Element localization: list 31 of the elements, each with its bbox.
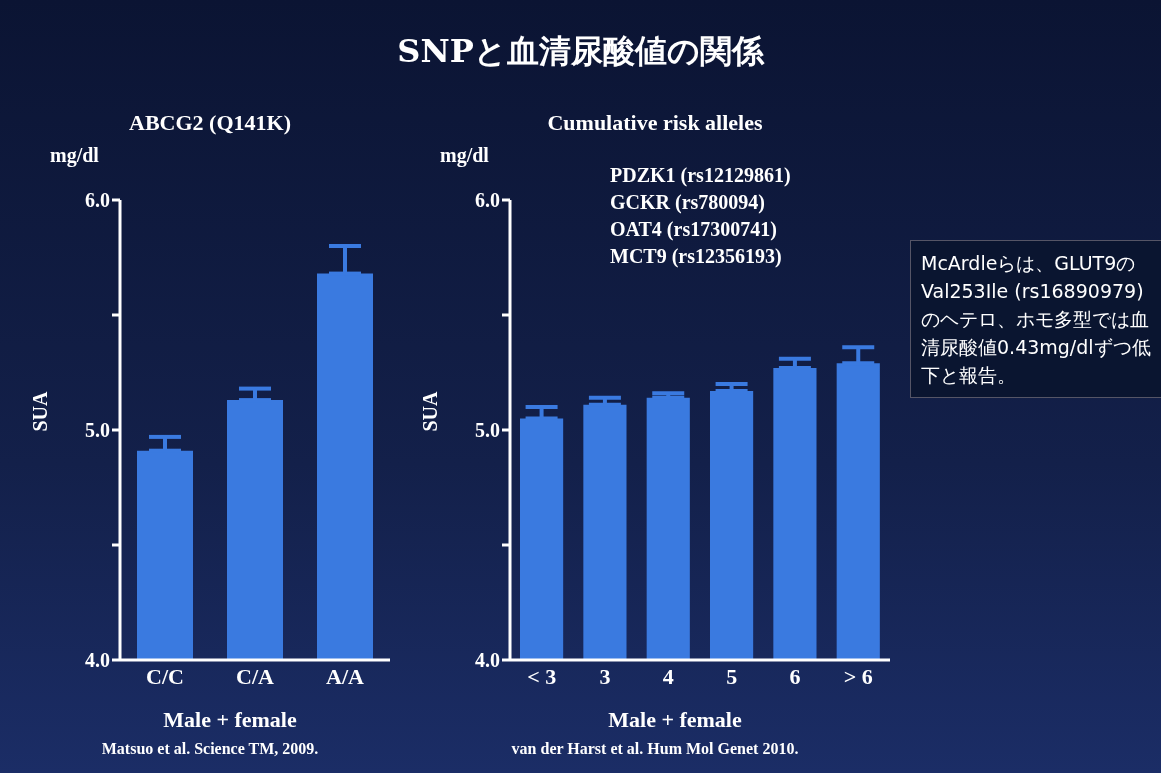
x-tick-label: 3 bbox=[599, 663, 611, 689]
x-tick-label: 6 bbox=[789, 663, 801, 689]
chart-title: ABCG2 (Q141K) bbox=[128, 110, 292, 136]
y-axis-title: SUA bbox=[418, 391, 442, 432]
x-tick-label: A/A bbox=[326, 663, 365, 689]
x-tick-label: C/A bbox=[236, 663, 275, 689]
text: mg/dl bbox=[50, 144, 99, 167]
y-tick-label: 4.0 bbox=[85, 649, 110, 672]
text: PDZK1 (rs12129861) bbox=[610, 163, 791, 189]
x-tick-label: > 6 bbox=[843, 663, 873, 689]
x-tick-label: 5 bbox=[726, 663, 738, 689]
chart-subtitle: Cumulative risk alleles bbox=[546, 110, 764, 136]
annotation: OAT4 (rs17300741) bbox=[610, 217, 778, 243]
y-tick-label: 4.0 bbox=[475, 649, 500, 672]
x-axis-title: Male + female bbox=[607, 707, 743, 733]
text: McArdleらは、GLUT9のVal253Ile (rs16890979)のヘテロ、ホモ多型では血清尿酸値0.43mg/dlずつ低下と報告。 bbox=[910, 240, 1161, 398]
x-tick-label: < 3 bbox=[527, 663, 557, 689]
y-tick-label: 5.0 bbox=[475, 419, 500, 442]
text: Matsuo et al. Science TM, 2009. bbox=[100, 740, 320, 758]
y-tick-label: 6.0 bbox=[85, 189, 110, 212]
text: mg/dl bbox=[440, 144, 489, 167]
y-tick-label: 6.0 bbox=[475, 189, 500, 212]
x-tick-label: 4 bbox=[662, 663, 674, 689]
y-axis-title: SUA bbox=[28, 391, 52, 432]
annotation: MCT9 (rs12356193) bbox=[610, 244, 783, 270]
y-tick-label: 5.0 bbox=[85, 419, 110, 442]
annotation: GCKR (rs780094) bbox=[610, 190, 766, 216]
text: van der Harst et al. Hum Mol Genet 2010. bbox=[510, 740, 800, 758]
chart-title: SNPと血清尿酸値の関係 bbox=[396, 31, 766, 72]
x-tick-label: C/C bbox=[146, 663, 184, 689]
x-axis-title: Male + female bbox=[162, 707, 298, 733]
